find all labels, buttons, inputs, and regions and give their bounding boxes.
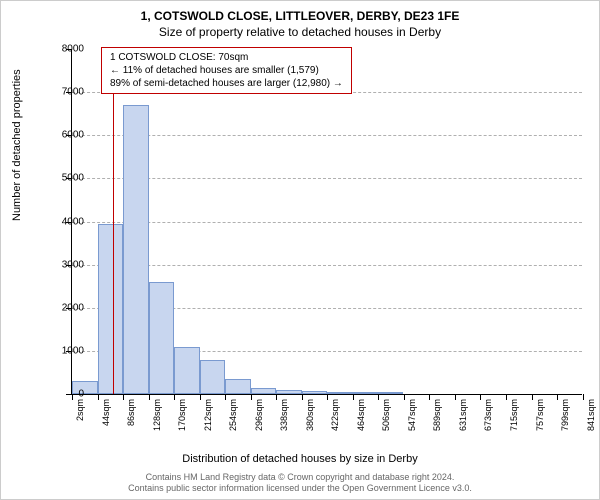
- y-tick-label: 7000: [44, 87, 84, 98]
- x-tick: [583, 394, 584, 400]
- x-tick: [455, 394, 456, 400]
- x-tick: [98, 394, 99, 400]
- histogram-bar: [327, 392, 353, 394]
- x-tick-label: 757sqm: [535, 399, 545, 431]
- x-tick: [506, 394, 507, 400]
- y-tick-label: 6000: [44, 130, 84, 141]
- x-tick-label: 841sqm: [586, 399, 596, 431]
- x-tick-label: 589sqm: [432, 399, 442, 431]
- x-tick: [480, 394, 481, 400]
- x-tick-label: 422sqm: [330, 399, 340, 431]
- x-tick: [378, 394, 379, 400]
- x-tick: [200, 394, 201, 400]
- histogram-bar: [225, 379, 251, 394]
- x-tick-label: 631sqm: [458, 399, 468, 431]
- x-tick-label: 86sqm: [126, 399, 136, 426]
- footer-line-2: Contains public sector information licen…: [1, 483, 599, 495]
- x-tick-label: 212sqm: [203, 399, 213, 431]
- y-tick-label: 3000: [44, 259, 84, 270]
- x-tick-label: 338sqm: [279, 399, 289, 431]
- x-tick-label: 799sqm: [560, 399, 570, 431]
- chart-title-sub: Size of property relative to detached ho…: [1, 25, 599, 39]
- y-tick-label: 1000: [44, 345, 84, 356]
- histogram-bar: [98, 224, 124, 394]
- x-tick-label: 464sqm: [356, 399, 366, 431]
- y-tick-label: 4000: [44, 216, 84, 227]
- x-tick: [251, 394, 252, 400]
- x-tick: [149, 394, 150, 400]
- x-tick: [225, 394, 226, 400]
- x-tick-label: 380sqm: [305, 399, 315, 431]
- x-tick: [429, 394, 430, 400]
- y-tick-label: 8000: [44, 44, 84, 55]
- x-tick-label: 2sqm: [75, 399, 85, 421]
- x-axis-title: Distribution of detached houses by size …: [1, 453, 599, 465]
- plot-area: 2sqm44sqm86sqm128sqm170sqm212sqm254sqm29…: [71, 49, 582, 395]
- chart-title-main: 1, COTSWOLD CLOSE, LITTLEOVER, DERBY, DE…: [1, 9, 599, 23]
- histogram-bar: [123, 105, 149, 394]
- y-tick-label: 2000: [44, 302, 84, 313]
- y-axis-title: Number of detached properties: [11, 69, 23, 221]
- footer-line-1: Contains HM Land Registry data © Crown c…: [1, 472, 599, 484]
- histogram-bar: [251, 388, 277, 394]
- x-tick: [404, 394, 405, 400]
- histogram-bar: [378, 392, 403, 394]
- x-tick: [532, 394, 533, 400]
- annotation-line-2: ← 11% of detached houses are smaller (1,…: [110, 64, 343, 77]
- x-tick-label: 170sqm: [177, 399, 187, 431]
- x-tick: [557, 394, 558, 400]
- x-tick: [123, 394, 124, 400]
- y-tick-label: 0: [44, 389, 84, 400]
- chart-container: 1, COTSWOLD CLOSE, LITTLEOVER, DERBY, DE…: [0, 0, 600, 500]
- marker-line: [113, 49, 114, 394]
- x-tick-label: 254sqm: [228, 399, 238, 431]
- y-tick-label: 5000: [44, 173, 84, 184]
- footer-text: Contains HM Land Registry data © Crown c…: [1, 472, 599, 495]
- histogram-bar: [200, 360, 226, 395]
- x-tick-label: 44sqm: [101, 399, 111, 426]
- x-tick-label: 547sqm: [407, 399, 417, 431]
- annotation-line-3: 89% of semi-detached houses are larger (…: [110, 77, 343, 90]
- x-tick-label: 673sqm: [483, 399, 493, 431]
- x-tick: [174, 394, 175, 400]
- x-tick: [302, 394, 303, 400]
- histogram-bar: [174, 347, 200, 394]
- x-tick-label: 128sqm: [152, 399, 162, 431]
- annotation-box: 1 COTSWOLD CLOSE: 70sqm ← 11% of detache…: [101, 47, 352, 94]
- histogram-bar: [276, 390, 302, 394]
- x-tick-label: 715sqm: [509, 399, 519, 431]
- x-tick: [276, 394, 277, 400]
- x-tick-label: 506sqm: [381, 399, 391, 431]
- x-tick: [353, 394, 354, 400]
- histogram-bar: [302, 391, 328, 394]
- histogram-bar: [149, 282, 175, 394]
- x-tick-label: 296sqm: [254, 399, 264, 431]
- x-tick: [327, 394, 328, 400]
- annotation-line-1: 1 COTSWOLD CLOSE: 70sqm: [110, 51, 343, 64]
- histogram-bar: [353, 392, 379, 394]
